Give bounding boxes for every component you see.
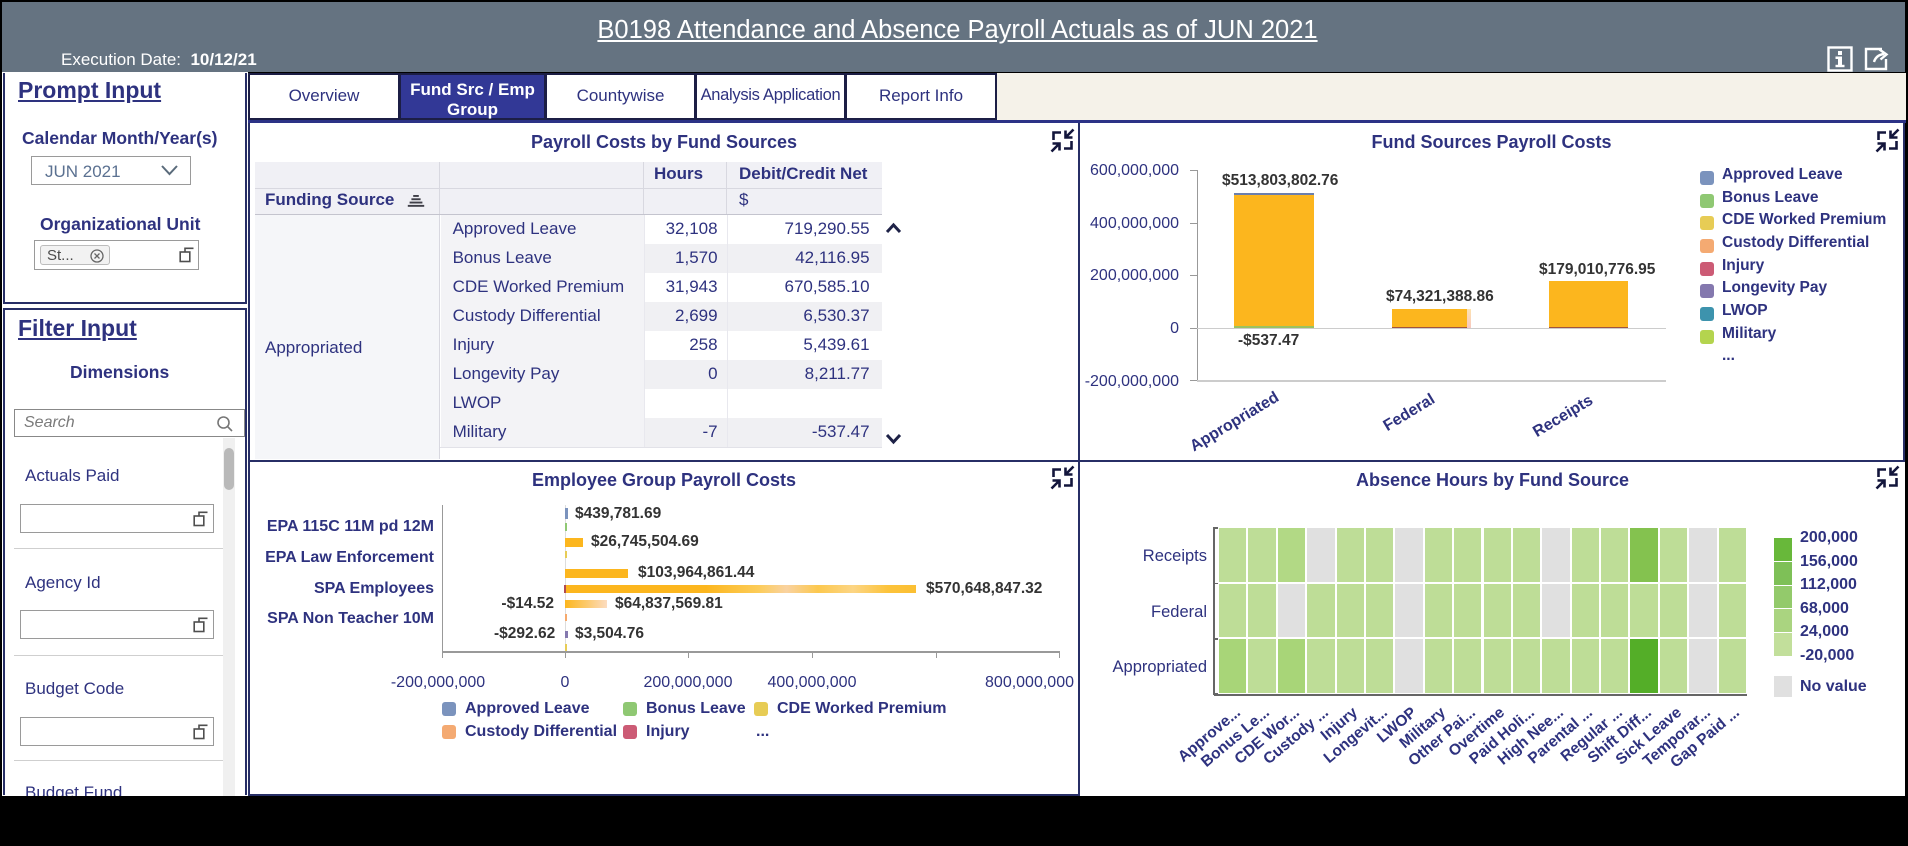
svg-text:Appropriated: Appropriated xyxy=(1187,389,1282,455)
svg-text:Receipts: Receipts xyxy=(1530,392,1596,441)
svg-text:Federal: Federal xyxy=(1381,391,1439,435)
